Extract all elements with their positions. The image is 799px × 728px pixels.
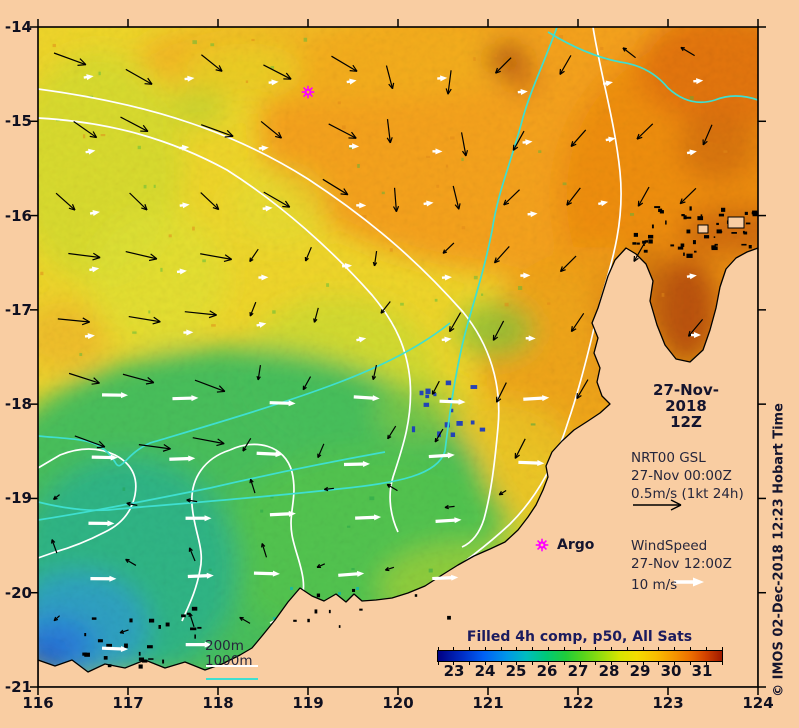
colorbar-tick (532, 647, 534, 651)
colorbar (437, 647, 723, 665)
wind-time: 27-Nov 12:00Z (631, 556, 732, 572)
x-axis-label: 122 (562, 694, 594, 712)
colorbar-tick (626, 661, 628, 665)
imos-credit: © IMOS 02-Dec-2018 12:23 Hobart Time (771, 403, 787, 697)
argo-legend-label: Argo (557, 537, 595, 553)
colorbar-tick-label: 26 (536, 662, 558, 680)
y-axis-label: -14 (4, 18, 32, 36)
datetime-hour: 12Z (670, 413, 702, 431)
x-axis-label: 124 (742, 694, 774, 712)
colorbar-tick (484, 661, 486, 665)
colorbar-tick (500, 647, 502, 651)
colorbar-tick (705, 661, 707, 665)
colorbar-tick (579, 647, 581, 651)
colorbar-tick (547, 647, 549, 651)
colorbar-tick (437, 661, 439, 665)
colorbar-tick (516, 647, 518, 651)
colorbar-tick (595, 647, 597, 651)
x-axis-label: 118 (202, 694, 234, 712)
colorbar-tick (611, 647, 613, 651)
colorbar-tick (658, 647, 660, 651)
y-axis-label: -16 (4, 206, 32, 225)
colorbar-tick (453, 661, 455, 665)
argo-float-markers (301, 85, 549, 552)
colorbar-tick (469, 661, 471, 665)
y-axis-label: -18 (4, 395, 32, 414)
x-axis-label: 116 (22, 694, 54, 712)
colorbar-tick (547, 661, 549, 665)
colorbar-tick (705, 647, 707, 651)
wind-scale: 10 m/s (631, 577, 678, 593)
colorbar-tick (689, 647, 691, 651)
wind-name: WindSpeed (631, 538, 708, 554)
land-coastline (38, 206, 758, 687)
colorbar-tick-label: 28 (598, 662, 620, 680)
colorbar-tick (721, 661, 723, 665)
vector-arrows (51, 46, 713, 652)
datetime-date: 27-Nov-2018 (653, 381, 719, 415)
colorbar-tick (532, 661, 534, 665)
depth-contours (38, 27, 758, 624)
x-axis-label: 123 (652, 694, 684, 712)
colorbar-tick (579, 661, 581, 665)
gsl-scale: 0.5m/s (1kt 24h) (631, 486, 744, 502)
depth-legend-lines (206, 665, 258, 680)
colorbar-tick (611, 661, 613, 665)
colorbar-tick-label: 23 (443, 662, 465, 680)
colorbar-tick-label: 30 (660, 662, 682, 680)
reference-arrows (633, 499, 704, 587)
colorbar-tick-label: 27 (567, 662, 589, 680)
windspeed-legend: WindSpeed 27-Nov 12:00Z 10 m/s (631, 537, 732, 594)
depth-200m-label: 200m (205, 638, 244, 654)
y-axis-label: -15 (4, 112, 32, 131)
depth-contour-legend: 200m 1000m (205, 639, 253, 668)
colorbar-tick (516, 661, 518, 665)
gsl-name: NRT00 GSL (631, 450, 706, 466)
colorbar-tick (595, 661, 597, 665)
datetime-annotation: 27-Nov-2018 12Z (634, 382, 738, 430)
map-frame-and-ticks (30, 19, 766, 695)
colorbar-tick (642, 647, 644, 651)
x-axis-label: 121 (472, 694, 504, 712)
depth-1000m-label: 1000m (205, 652, 253, 669)
colorbar-tick (642, 661, 644, 665)
colorbar-tick (674, 661, 676, 665)
x-axis-label: 119 (292, 694, 324, 712)
colorbar-tick (484, 647, 486, 651)
colorbar-tick (437, 647, 439, 651)
y-axis-label: -20 (4, 583, 32, 602)
colorbar-tick (674, 647, 676, 651)
x-axis-label: 120 (382, 694, 414, 712)
colorbar-tick (453, 647, 455, 651)
x-axis-label: 117 (112, 694, 144, 712)
colorbar-tick (626, 647, 628, 651)
colorbar-tick (563, 661, 565, 665)
colorbar-tick-label: 31 (691, 662, 713, 680)
colorbar-tick (658, 661, 660, 665)
colorbar-tick-label: 25 (505, 662, 527, 680)
colorbar-tick (469, 647, 471, 651)
colorbar-tick-label: 29 (629, 662, 651, 680)
colorbar-tick (721, 647, 723, 651)
y-axis-label: -17 (4, 300, 32, 319)
y-axis-label: -21 (4, 678, 32, 696)
y-axis-label: -19 (4, 489, 32, 508)
gsl-legend: NRT00 GSL 27-Nov 00:00Z 0.5m/s (1kt 24h) (631, 449, 744, 503)
colorbar-title: Filled 4h comp, p50, All Sats (466, 629, 693, 645)
colorbar-tick (563, 647, 565, 651)
colorbar-tick-label: 24 (474, 662, 496, 680)
colorbar-tick (689, 661, 691, 665)
colorbar-tick (500, 661, 502, 665)
gsl-time: 27-Nov 00:00Z (631, 468, 732, 484)
sst-pixel-specks (40, 35, 728, 620)
